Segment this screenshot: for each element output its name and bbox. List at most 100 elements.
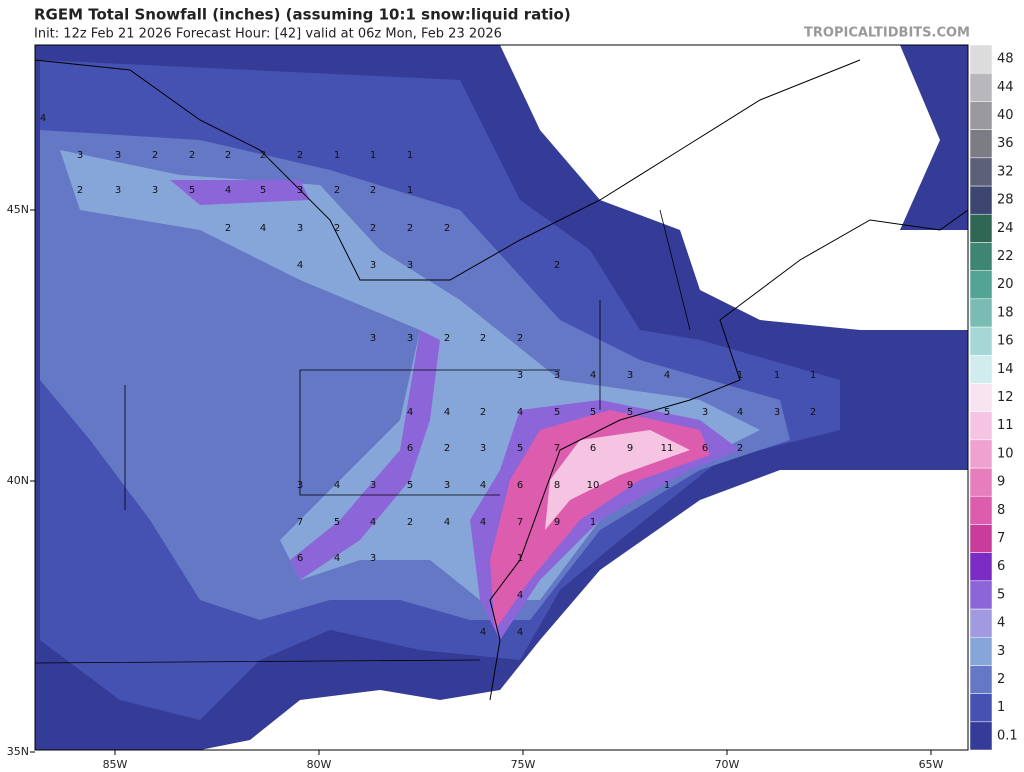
colorbar-swatch — [969, 721, 993, 751]
map-value-label: 3 — [370, 553, 376, 564]
colorbar-swatch — [969, 101, 993, 130]
map-value-label: 6 — [702, 443, 708, 454]
map-frame — [34, 44, 969, 751]
map-value-label: 2 — [260, 150, 266, 161]
map-value-label: 2 — [444, 223, 450, 234]
map-value-label: 2 — [554, 260, 560, 271]
colorbar-swatch — [969, 580, 993, 610]
map-value-label: 5 — [189, 185, 195, 196]
colorbar-swatch — [969, 608, 993, 638]
map-value-label: 2 — [407, 223, 413, 234]
colorbar-label: 8 — [997, 503, 1005, 518]
watermark: TROPICALTIDBITS.COM — [804, 26, 970, 41]
map-value-label: 9 — [627, 443, 633, 454]
colorbar-label: 3 — [997, 644, 1005, 659]
map-value-label: 2 — [77, 185, 83, 196]
colorbar-label: 5 — [997, 587, 1005, 602]
map-value-label: 2 — [334, 223, 340, 234]
map-value-label: 2 — [480, 407, 486, 418]
map-value-label: 2 — [297, 150, 303, 161]
colorbar-label: 36 — [997, 136, 1014, 151]
colorbar-swatch — [969, 213, 993, 243]
map-value-label: 4 — [664, 370, 670, 381]
map-area — [34, 44, 969, 751]
colorbar-swatch — [969, 326, 993, 356]
colorbar-swatch — [969, 495, 993, 525]
map-value-label: 2 — [517, 333, 523, 344]
colorbar-label: 7 — [997, 531, 1005, 546]
map-value-label: 2 — [444, 443, 450, 454]
map-value-label: 3 — [480, 443, 486, 454]
band-mi — [170, 180, 310, 205]
map-value-label: 4 — [480, 627, 486, 638]
band-pa — [290, 330, 440, 580]
map-value-label: 3 — [297, 480, 303, 491]
map-value-label: 5 — [517, 443, 523, 454]
map-value-label: 4 — [737, 407, 743, 418]
subtitle: Init: 12z Feb 21 2026 Forecast Hour: [42… — [34, 27, 502, 42]
colorbar-swatch — [969, 354, 993, 384]
colorbar-swatch — [969, 157, 993, 187]
map-value-label: 5 — [590, 407, 596, 418]
map-value-label: 10 — [587, 480, 600, 491]
map-value-label: 4 — [407, 407, 413, 418]
map-value-label: 2 — [370, 185, 376, 196]
map-value-label: 2 — [407, 517, 413, 528]
colorbar-label: 32 — [997, 164, 1014, 179]
map-value-label: 3 — [115, 150, 121, 161]
colorbar-label: 24 — [997, 221, 1014, 236]
lon-tick-label: 70W — [715, 758, 740, 771]
colorbar-label: 20 — [997, 277, 1014, 292]
map-value-label: 3 — [370, 333, 376, 344]
colorbar-label: 4 — [997, 616, 1005, 631]
colorbar-label: 14 — [997, 362, 1014, 377]
map-value-label: 3 — [627, 370, 633, 381]
map-value-label: 1 — [774, 370, 780, 381]
map-value-label: 3 — [370, 480, 376, 491]
map-value-label: 1 — [407, 185, 413, 196]
colorbar-label: 28 — [997, 193, 1014, 208]
map-value-label: 3 — [77, 150, 83, 161]
map-value-label: 3 — [297, 223, 303, 234]
map-value-label: 7 — [517, 517, 523, 528]
map-value-label: 2 — [810, 407, 816, 418]
state-borders — [34, 209, 691, 664]
map-value-label: 3 — [152, 185, 158, 196]
map-value-label: 8 — [554, 480, 560, 491]
title: RGEM Total Snowfall (inches) (assuming 1… — [34, 6, 571, 24]
map-value-label: 3 — [444, 480, 450, 491]
map-value-label: 4 — [370, 517, 376, 528]
map-value-label: 2 — [370, 223, 376, 234]
map-value-label: 4 — [225, 185, 231, 196]
colorbar-swatch — [969, 524, 993, 553]
map-value-label: 3 — [702, 407, 708, 418]
lon-tick-label: 85W — [103, 758, 128, 771]
map-value-label: 3 — [774, 407, 780, 418]
map-value-label: 7 — [554, 443, 560, 454]
map-value-label: 2 — [189, 150, 195, 161]
map-value-label: 3 — [370, 260, 376, 271]
lon-tick-label: 80W — [307, 758, 332, 771]
map-value-label: 5 — [627, 407, 633, 418]
map-value-label: 2 — [225, 150, 231, 161]
map-value-label: 1 — [590, 517, 596, 528]
map-value-label: 4 — [517, 590, 523, 601]
colorbar-swatch — [969, 185, 993, 215]
map-value-label: 3 — [517, 370, 523, 381]
colorbar-swatch — [969, 129, 993, 159]
map-value-label: 6 — [517, 480, 523, 491]
map-value-label: 2 — [444, 333, 450, 344]
colorbar-label: 16 — [997, 334, 1014, 349]
colorbar-swatch — [969, 72, 993, 102]
colorbar-swatch — [969, 383, 993, 412]
colorbar-label: 44 — [997, 80, 1014, 95]
map-value-label: 2 — [737, 443, 743, 454]
map-value-label: 4 — [480, 480, 486, 491]
map-value-label: 2 — [152, 150, 158, 161]
map-value-label: 3 — [407, 333, 413, 344]
coastline — [34, 59, 969, 701]
map-value-label: 4 — [480, 517, 486, 528]
map-value-label: 5 — [407, 480, 413, 491]
map-value-label: 6 — [407, 443, 413, 454]
map-value-label: 2 — [480, 333, 486, 344]
